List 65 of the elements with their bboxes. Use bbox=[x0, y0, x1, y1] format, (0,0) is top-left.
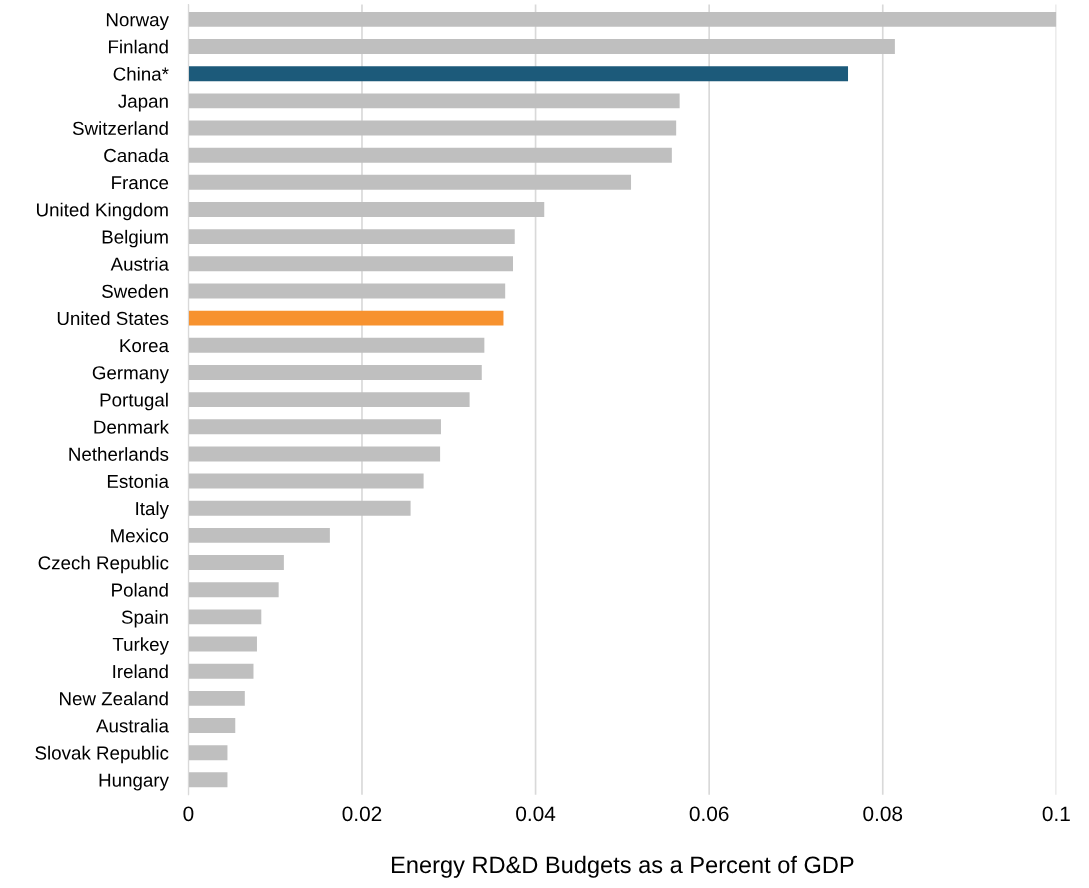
y-tick-label: Slovak Republic bbox=[35, 745, 169, 764]
y-tick-label: Austria bbox=[110, 257, 169, 271]
bar bbox=[188, 745, 228, 761]
y-tick-label: United Kingdom bbox=[37, 202, 168, 221]
y-tick-label: Australia bbox=[96, 718, 169, 733]
bar bbox=[188, 419, 441, 435]
y-tick-label: Belgium bbox=[102, 229, 168, 248]
bar bbox=[188, 147, 672, 163]
bar bbox=[188, 690, 245, 706]
y-tick-label: Japan bbox=[118, 94, 168, 112]
bar bbox=[188, 283, 506, 299]
y-tick-label: Korea bbox=[120, 339, 169, 353]
bar bbox=[188, 337, 485, 353]
x-tick-label: 0.1 bbox=[1042, 806, 1070, 822]
y-tick-label: China* bbox=[113, 66, 169, 81]
y-tick-label: United States bbox=[57, 311, 169, 326]
bar bbox=[188, 555, 284, 571]
bar bbox=[188, 663, 254, 679]
y-tick-label: Turkey bbox=[112, 637, 169, 655]
bar bbox=[188, 527, 330, 543]
y-tick-label: Norway bbox=[106, 13, 169, 31]
y-tick-label: Canada bbox=[104, 148, 169, 163]
bar bbox=[188, 473, 424, 489]
bar bbox=[188, 93, 680, 109]
bar bbox=[188, 636, 257, 652]
bar bbox=[188, 66, 849, 82]
y-tick-label: Mexico bbox=[111, 528, 169, 543]
y-tick-label: New Zealand bbox=[60, 691, 168, 706]
x-tick-label: 0.04 bbox=[516, 806, 556, 822]
bar bbox=[188, 229, 515, 245]
y-tick-label: Denmark bbox=[94, 419, 169, 434]
y-tick-label: Germany bbox=[92, 366, 169, 384]
x-axis-title: Energy RD&D Budgets as a Percent of GDP bbox=[392, 855, 854, 878]
y-tick-label: Finland bbox=[109, 39, 168, 54]
y-tick-label: Switzerland bbox=[72, 121, 168, 135]
bar bbox=[188, 609, 262, 625]
bar bbox=[188, 310, 504, 326]
y-tick-label: Estonia bbox=[107, 474, 169, 489]
bar bbox=[188, 202, 545, 217]
x-tick-label: 0 bbox=[183, 806, 194, 822]
y-tick-label: Ireland bbox=[113, 664, 168, 679]
bar bbox=[188, 120, 677, 136]
bar bbox=[188, 11, 1057, 27]
y-tick-label: Poland bbox=[112, 582, 168, 597]
x-tick-label: 0.08 bbox=[863, 806, 903, 822]
y-tick-label: France bbox=[112, 176, 169, 190]
bar bbox=[188, 772, 228, 788]
y-tick-label: Czech Republic bbox=[38, 555, 169, 574]
y-tick-label: Italy bbox=[136, 501, 169, 519]
bar bbox=[188, 364, 482, 380]
bar bbox=[188, 500, 411, 516]
bar bbox=[188, 256, 513, 272]
y-tick-label: Portugal bbox=[100, 392, 168, 411]
x-tick-label: 0.02 bbox=[342, 806, 382, 822]
bar bbox=[188, 39, 895, 54]
bar bbox=[188, 718, 236, 733]
bar bbox=[188, 446, 441, 462]
y-tick-label: Hungary bbox=[99, 773, 169, 791]
bar bbox=[188, 582, 279, 598]
y-tick-label: Sweden bbox=[102, 284, 168, 298]
bar bbox=[188, 174, 632, 190]
bar bbox=[188, 392, 470, 408]
y-tick-label: Spain bbox=[121, 610, 168, 628]
y-tick-label: Netherlands bbox=[69, 447, 169, 461]
x-tick-label: 0.06 bbox=[689, 806, 729, 822]
